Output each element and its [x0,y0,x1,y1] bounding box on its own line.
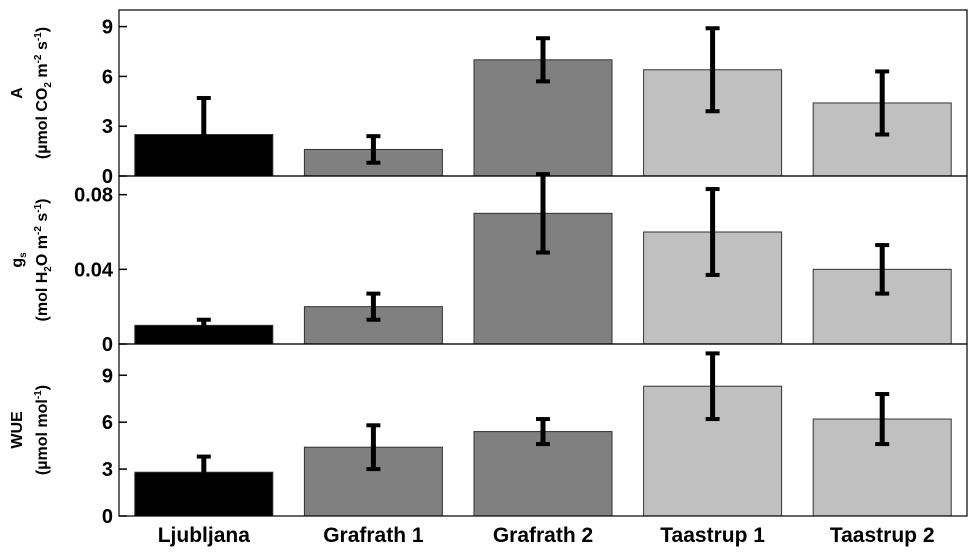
error-bar [196,454,211,490]
error-bar [705,351,720,422]
panel-1: 0 3 6 9 A (µmol CO2 m-2 s-1) [9,9,968,188]
error-bar [875,69,890,137]
y-tick-label: 9 [102,17,113,39]
y-axis-symbol: WUE [9,411,26,449]
panel-2: 0 0.04 0.08 gs(mol H2O m-2 s-1) [9,172,968,356]
y-tick-label: 0 [102,506,113,528]
x-tick-label: Grafrath 1 [323,524,424,547]
error-bar [536,36,550,84]
y-tick-label: 6 [102,66,113,88]
error-bar [196,317,211,333]
y-tick-label: 6 [102,412,113,434]
y-axis-label: A [9,87,26,99]
y-tick-label: 0.08 [74,185,113,207]
error-bar [705,26,720,114]
y-tick-label: 0.04 [74,259,114,281]
error-bar [196,95,211,174]
x-tick-label: Ljubljana [158,524,250,547]
x-tick-label: Taastrup 2 [830,524,935,547]
error-bar [875,243,890,296]
y-tick-label: 9 [102,365,113,387]
y-axis-unit: (µmol CO2 m-2 s-1) [33,27,54,159]
plot-frame [118,343,968,517]
x-tick-label: Taastrup 1 [660,524,765,547]
y-axis-unit: (mol H2O m-2 s-1) [33,199,54,322]
y-tick-label: 0 [102,334,113,356]
y-axis-unit: (µmol mol-1) [33,385,51,475]
error-bar [366,423,381,472]
y-tick-label: 3 [102,116,113,138]
error-bar [536,417,550,447]
error-bar [366,291,381,322]
x-tick-label: Grafrath 2 [493,524,593,547]
y-tick-label: 0 [102,166,113,188]
error-bar [705,187,720,277]
error-bar [366,134,381,165]
error-bar [536,172,550,255]
y-axis-label: gs [9,252,29,268]
panel-3: 0 3 6 9 WUE (µmol mol-1) [9,343,968,528]
error-bar [875,392,890,447]
y-axis-symbol: g [9,258,26,268]
y-axis-label: WUE [9,411,26,449]
y-axis-symbol: A [9,87,26,99]
y-tick-label: 3 [102,459,113,481]
